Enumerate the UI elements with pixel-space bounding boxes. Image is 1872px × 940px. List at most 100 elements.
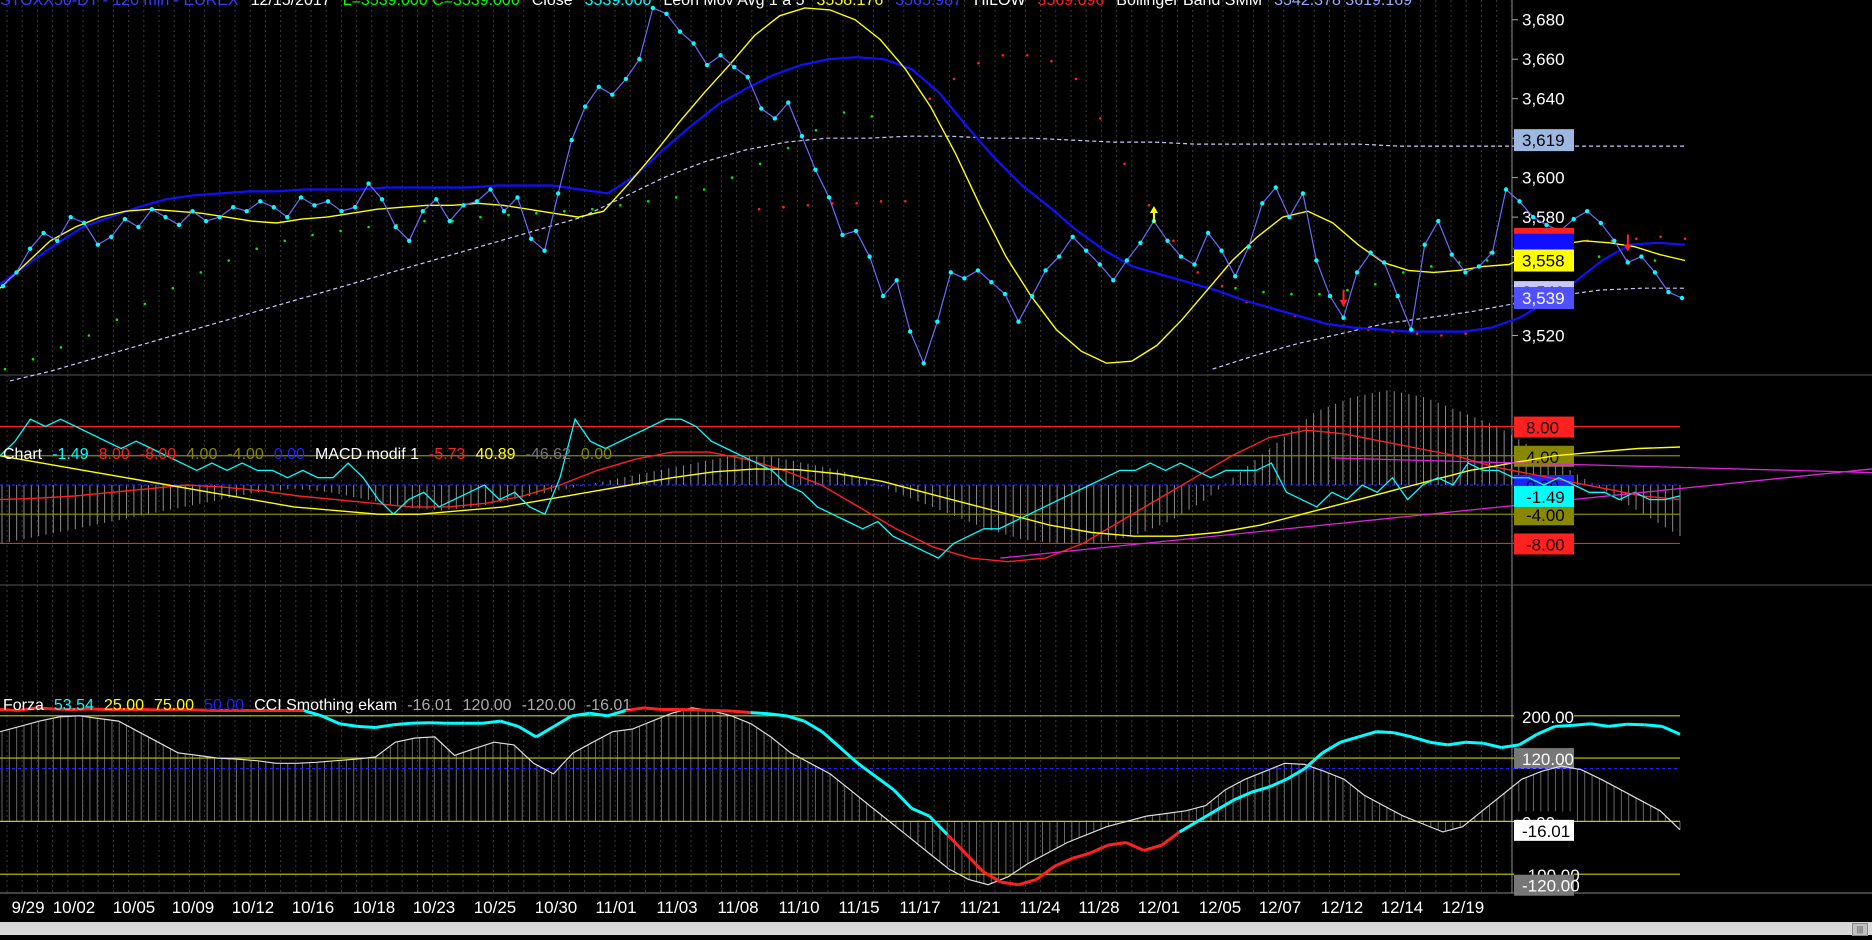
forza-line [1000,880,1019,887]
x-tick-label: 11/08 [717,898,758,917]
hilow-dot [952,77,956,81]
forza-line [1178,820,1199,834]
price-badge [1514,287,1574,310]
forza-line [1089,843,1109,855]
cci-legend: Forza 53.54 25.00 75.00 50.00 CCI Smothing ek… [3,697,641,715]
level-badge-label: 8.00 [1526,419,1559,438]
trend-line [1331,457,1872,474]
green-dot [646,200,650,203]
header-item: L=3539.000 C=3539.000 [342,0,520,9]
x-tick-label: 12/12 [1321,898,1364,917]
forza-line [411,721,429,725]
forza-line [1196,809,1217,823]
price-point [1612,238,1617,243]
x-tick-label: 10/23 [413,898,456,917]
y-tick-label: 3,580 [1522,208,1565,227]
forza-line [17,706,36,713]
price-point [339,209,344,214]
price-point [786,100,791,105]
forza-line [321,714,341,726]
green-dot [1346,288,1349,292]
forza-line [874,775,895,791]
bollinger-low-line [1212,287,1685,370]
price-point [623,76,629,82]
green-dot [814,129,818,132]
price-point [840,232,845,238]
chart-oscillator-line [0,417,1681,559]
price-badge [1514,249,1574,272]
x-tick-label: 10/09 [172,898,215,917]
green-dot [1290,292,1293,296]
price-point [677,29,683,34]
green-dot [31,357,35,361]
forza-line [1411,735,1431,744]
forza-line [517,725,537,739]
price-point [41,230,46,236]
price-point [1476,264,1482,269]
price-point [542,248,547,253]
hilow-dot [904,200,907,203]
price-point [1084,248,1089,253]
green-dot [3,367,7,371]
forza-line [1626,722,1645,727]
forza-line [1107,841,1127,847]
ma-slow-line [0,56,1686,333]
level-badge-label: -8.00 [1526,535,1565,554]
price-point [1463,270,1468,275]
legend-item: -8.00 [139,446,177,463]
green-dot [507,213,510,217]
green-dot [339,229,342,233]
green-dot [842,111,846,114]
hilow-dot [879,200,883,203]
header-item: Close [531,0,573,9]
green-dot [423,219,426,223]
price-point [488,187,493,192]
hilow-dot [1001,54,1005,57]
forza-line [821,730,841,749]
price-point [569,137,574,143]
price-point [745,74,750,80]
green-dot [1485,259,1489,262]
green-dot [730,176,734,179]
horizontal-scrollbar[interactable] [0,922,1872,935]
legend-item: -4.00 [227,446,264,463]
level-badge [1514,445,1574,467]
macd-legend: Chart -1.49 8.00 -8.00 4.00 -4.00 0.00 MACD mod… [3,446,622,464]
price-point [1327,293,1333,299]
header-item: 3539.000 [584,0,652,9]
hilow-dot [1635,237,1638,241]
forza-line [982,870,1002,884]
forza-line [160,708,179,712]
forza-line [589,711,608,718]
forza-line [1053,856,1073,868]
price-point [1233,274,1238,279]
forza-line [1483,741,1502,749]
price-point [1178,254,1184,259]
price-point [109,234,114,239]
price-point [14,270,19,275]
forza-line [892,788,913,810]
hilow-dot [855,202,858,205]
price-point [1124,258,1130,263]
price-point [1192,262,1197,267]
forza-line [1554,723,1573,728]
price-point [136,224,141,230]
forza-line [339,722,358,728]
x-tick-label: 10/05 [113,898,156,917]
level-badge [1514,416,1574,438]
price-point [407,238,412,243]
hilow-dot [1196,271,1199,274]
hilow-dot [1025,54,1029,57]
scrollbar-grip-icon[interactable]: ||| [1852,923,1868,936]
price-point [420,209,425,214]
x-tick-label: 11/15 [838,898,879,917]
price-point [474,199,480,204]
forza-line [1214,798,1234,813]
legend-item: -16.01 [585,697,632,714]
forza-line [1608,722,1627,728]
price-point [1029,293,1035,299]
green-dot [702,188,706,191]
x-tick-label: 11/17 [899,898,940,917]
